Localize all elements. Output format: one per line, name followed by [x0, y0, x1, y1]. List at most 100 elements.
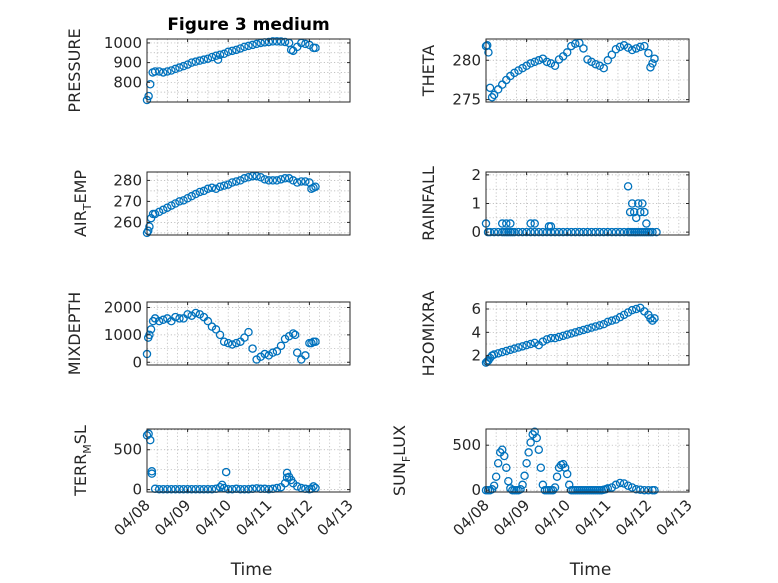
axes-frame: [485, 301, 690, 366]
y-axis-label: THETA: [419, 45, 438, 97]
axes-frame: [146, 301, 351, 366]
data-point: [191, 484, 200, 494]
data-point: [268, 176, 278, 185]
data-point: [191, 189, 200, 199]
data-point: [532, 433, 542, 443]
data-point: [546, 227, 556, 237]
data-point: [652, 227, 661, 237]
data-point: [603, 317, 613, 327]
data-point: [587, 323, 596, 332]
data-point: [154, 67, 164, 76]
data-point: [244, 484, 253, 494]
data-point: [506, 345, 515, 355]
data-point: [546, 222, 556, 231]
data-point: [290, 330, 300, 340]
data-point: [648, 59, 657, 68]
data-point: [232, 177, 241, 186]
data-point: [171, 199, 180, 208]
data-point: [268, 348, 278, 357]
data-point: [502, 463, 511, 472]
y-tick-label: 4: [471, 323, 481, 341]
data-point: [615, 227, 625, 237]
data-point: [579, 44, 588, 53]
x-tick-label: 04/08: [450, 496, 493, 539]
data-point: [154, 484, 164, 494]
data-point: [211, 325, 221, 334]
data-point: [607, 50, 617, 60]
data-point: [550, 333, 560, 343]
data-point: [638, 199, 647, 208]
data-point: [579, 227, 588, 237]
data-point: [591, 322, 600, 331]
data-point: [595, 321, 604, 330]
data-point: [640, 41, 649, 51]
y-tick-label: 280: [452, 51, 481, 69]
data-point: [526, 219, 535, 228]
data-point: [575, 326, 584, 336]
data-point: [502, 346, 511, 356]
data-point: [203, 184, 213, 194]
data-point: [150, 67, 160, 76]
x-tick-label: 04/13: [314, 496, 357, 539]
data-point: [575, 227, 584, 237]
data-point: [154, 207, 164, 217]
data-point: [301, 177, 310, 186]
y-tick-label: 800: [113, 73, 142, 91]
data-point: [175, 484, 184, 494]
data-point: [232, 45, 241, 55]
y-axis-label: TERRMSL: [71, 425, 94, 497]
data-point: [252, 171, 261, 181]
data-point: [207, 484, 217, 494]
data-point: [562, 227, 572, 237]
data-point: [311, 43, 320, 53]
y-axis-label: SUNFLUX: [390, 425, 413, 496]
data-point: [240, 42, 249, 52]
data-point: [145, 222, 154, 231]
data-point: [650, 54, 659, 63]
data-point: [502, 219, 511, 228]
data-point: [240, 333, 249, 342]
axes-frame: [146, 38, 351, 103]
data-point: [520, 471, 529, 481]
data-point: [264, 176, 274, 185]
data-point: [240, 484, 249, 494]
y-tick-label: 500: [452, 436, 481, 454]
data-point: [484, 48, 493, 57]
subplot-h2omixra: 2 4 6 H2OMIXRA: [419, 291, 690, 376]
data-point: [497, 219, 507, 228]
x-axis-label: Time: [569, 560, 612, 580]
data-point: [301, 39, 310, 49]
data-point: [627, 483, 637, 492]
data-point: [167, 484, 176, 494]
data-point: [215, 50, 225, 60]
data-point: [195, 56, 205, 65]
data-point: [619, 227, 629, 237]
data-point: [493, 458, 503, 468]
data-point: [571, 328, 580, 337]
data-point: [292, 178, 302, 187]
data-point: [631, 44, 641, 53]
data-point: [158, 484, 168, 494]
data-point: [550, 61, 560, 71]
data-point: [562, 48, 572, 57]
data-point: [611, 227, 621, 237]
data-point: [636, 42, 645, 52]
y-tick-label: 0: [471, 481, 481, 499]
data-point: [228, 178, 237, 187]
data-point: [158, 205, 168, 215]
data-point: [636, 207, 645, 217]
data-point: [631, 213, 641, 223]
data-point: [534, 445, 544, 454]
data-point: [542, 335, 552, 344]
data-point: [240, 174, 249, 183]
data-point: [203, 316, 213, 326]
data-point: [526, 339, 535, 349]
data-point: [518, 480, 527, 490]
data-point: [615, 312, 625, 322]
data-point: [187, 191, 196, 201]
data-point: [167, 66, 176, 75]
x-axis-label: Time: [230, 560, 273, 580]
data-point: [288, 176, 298, 185]
data-point: [195, 484, 205, 494]
data-point: [603, 227, 613, 237]
